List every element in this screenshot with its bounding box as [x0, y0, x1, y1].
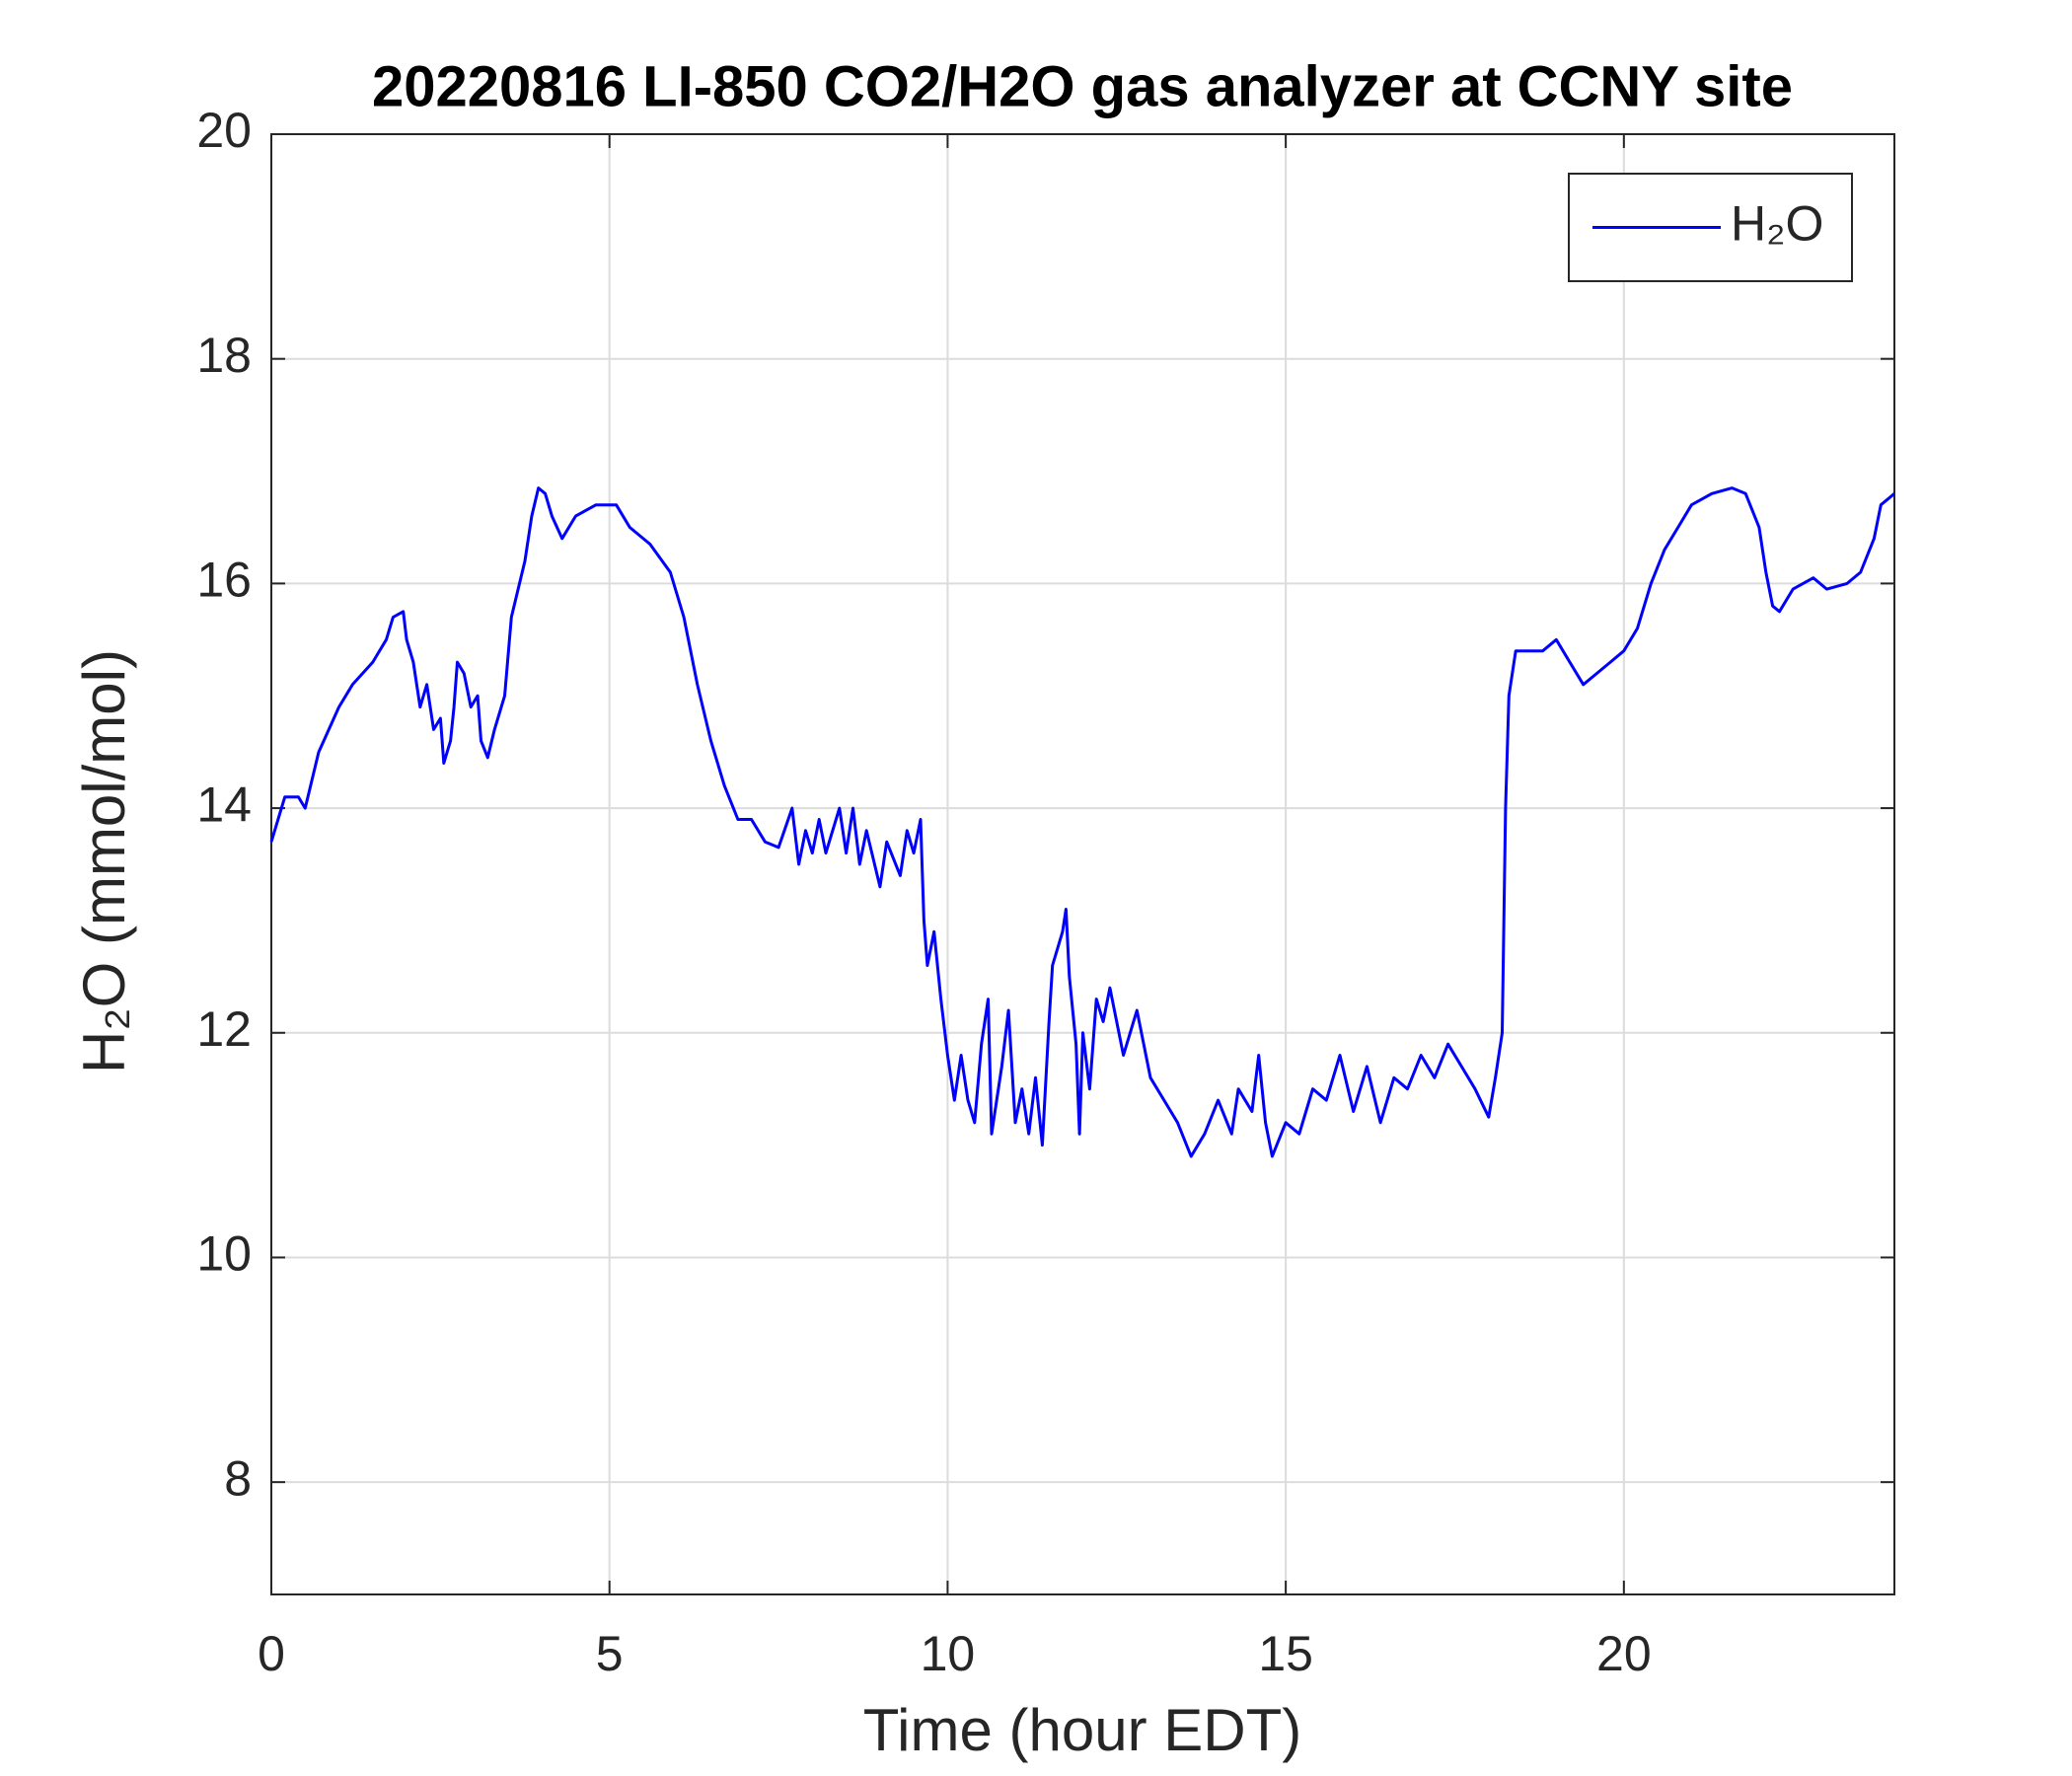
x-axis-label: Time (hour EDT) [863, 1697, 1302, 1763]
y-axis-label: H₂O (mmol/mol) [71, 649, 137, 1073]
y-tick-label: 10 [196, 1226, 252, 1282]
data-line [269, 486, 1895, 1158]
x-tick-label: 10 [921, 1626, 976, 1681]
chart-title: 20220816 LI-850 CO2/H2O gas analyzer at … [372, 54, 1793, 118]
y-tick-label: 14 [196, 777, 252, 832]
x-tick-label: 15 [1258, 1626, 1313, 1681]
y-tick-label: 18 [196, 328, 252, 383]
x-tick-label: 20 [1596, 1626, 1652, 1681]
y-tick-label: 20 [196, 103, 252, 158]
y-tick-label: 12 [196, 1001, 252, 1057]
x-tick-label: 5 [596, 1626, 624, 1681]
legend: H₂O [1568, 173, 1853, 282]
plot-frame [270, 133, 1895, 1595]
y-tick-label: 16 [196, 553, 252, 608]
x-tick-label: 0 [258, 1626, 285, 1681]
y-tick-label: 8 [224, 1450, 252, 1506]
legend-label: H₂O [1731, 196, 1823, 252]
